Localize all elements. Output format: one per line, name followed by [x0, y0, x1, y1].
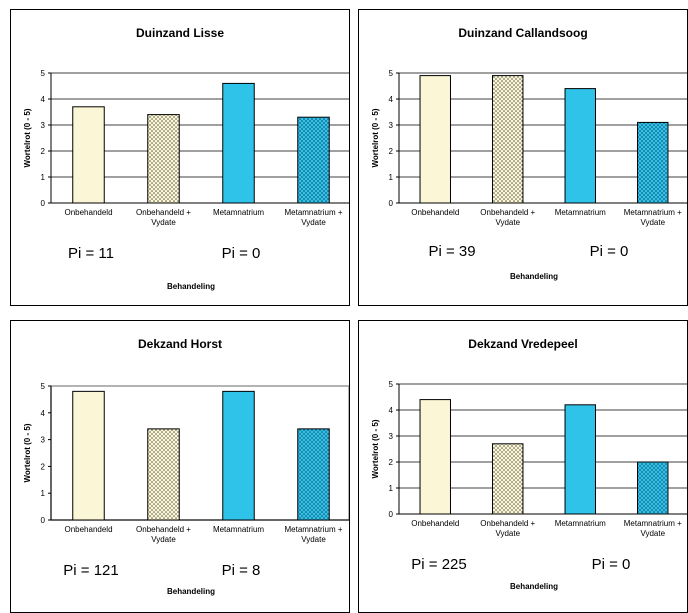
- chart-svg: Duinzand Callandsoog 0 1 2 3 4 5 Wortelrot (0 -…: [371, 26, 687, 281]
- bar-metamnatrium-vydate: [637, 121, 669, 204]
- category-label: Onbehandeld + Vydate: [136, 525, 191, 544]
- pi-annotation: Pi = 121: [63, 562, 118, 579]
- y-axis-label: Wortelrot (0 - 5): [371, 108, 380, 167]
- y-axis-label: Wortelrot (0 - 5): [371, 419, 380, 478]
- category-label: Onbehandeld: [411, 519, 459, 528]
- y-tick-label: 3: [389, 432, 394, 441]
- y-tick-label: 4: [389, 406, 394, 415]
- category-label: Metamnatrium: [555, 208, 606, 217]
- category-label: Onbehandeld + Vydate: [480, 519, 535, 538]
- bar-metamnatrium: [222, 82, 255, 204]
- category-label: Onbehandeld + Vydate: [136, 208, 191, 227]
- pi-annotation: Pi = 0: [592, 556, 631, 573]
- bar-metamnatrium: [222, 390, 255, 521]
- chart-panel-duinzand-callandsoog: Duinzand Callandsoog 0 1 2 3 4 5 Wortelrot (0 -…: [358, 9, 688, 306]
- bar-onbehandeld-vydate: [492, 443, 524, 515]
- y-tick-label: 1: [389, 484, 394, 493]
- bar-metamnatrium-vydate: [297, 428, 330, 521]
- y-axis-label: Wortelrot (0 - 5): [23, 108, 32, 167]
- pi-annotation: Pi = 0: [222, 245, 261, 262]
- chart-svg: Duinzand Lisse 0 1 2 3 4 5 Wortelrot (0 - 5) Onb…: [23, 26, 349, 291]
- y-tick-label: 4: [389, 95, 394, 104]
- category-label: Metamnatrium: [555, 519, 606, 528]
- y-tick-label: 5: [41, 69, 46, 78]
- pi-annotation: Pi = 39: [428, 243, 475, 260]
- pi-annotation: Pi = 8: [222, 562, 261, 579]
- x-axis-label: Behandeling: [167, 587, 215, 596]
- category-label: Onbehandeld: [64, 208, 112, 217]
- category-label: Metamnatrium: [213, 208, 264, 217]
- y-tick-label: 1: [41, 173, 46, 182]
- y-tick-label: 2: [389, 147, 394, 156]
- y-tick-label: 3: [41, 121, 46, 130]
- y-tick-label: 0: [389, 510, 394, 519]
- x-axis-label: Behandeling: [510, 272, 558, 281]
- y-tick-label: 2: [41, 147, 46, 156]
- chart-panel-duinzand-lisse: Duinzand Lisse 0 1 2 3 4 5 Wortelrot (0 - 5) Onb…: [10, 9, 350, 306]
- y-tick-label: 2: [41, 462, 46, 471]
- chart-svg: Dekzand Horst 0 1 2 3 4 5 Wortelrot (0 - 5) Onbe…: [23, 337, 349, 596]
- y-tick-label: 5: [41, 382, 46, 391]
- bar-metamnatrium: [564, 404, 596, 515]
- bar-onbehandeld: [419, 399, 451, 515]
- bar-onbehandeld: [419, 75, 451, 204]
- x-axis-label: Behandeling: [510, 582, 558, 591]
- y-tick-label: 4: [41, 95, 46, 104]
- category-label: Metamnatrium: [213, 525, 264, 534]
- bar-metamnatrium: [564, 88, 596, 204]
- chart-title: Duinzand Lisse: [136, 26, 224, 40]
- chart-title: Duinzand Callandsoog: [458, 26, 587, 40]
- chart-title: Dekzand Vredepeel: [468, 337, 577, 351]
- y-tick-label: 0: [41, 199, 46, 208]
- y-tick-label: 1: [41, 489, 46, 498]
- y-tick-label: 2: [389, 458, 394, 467]
- pi-annotation: Pi = 0: [590, 243, 629, 260]
- category-label: Metamnatrium + Vydate: [284, 208, 342, 227]
- bar-onbehandeld-vydate: [492, 75, 524, 204]
- chart-panel-dekzand-horst: Dekzand Horst 0 1 2 3 4 5 Wortelrot (0 - 5) Onbe…: [10, 320, 350, 613]
- bar-onbehandeld-vydate: [147, 428, 180, 521]
- bar-metamnatrium-vydate: [297, 116, 330, 204]
- chart-title: Dekzand Horst: [138, 337, 222, 351]
- chart-svg: Dekzand Vredepeel 0 1 2 3 4 5 Wortelrot (0 - 5)…: [371, 337, 687, 591]
- pi-annotation: Pi = 225: [411, 556, 466, 573]
- y-axis-label: Wortelrot (0 - 5): [23, 423, 32, 482]
- category-label: Onbehandeld: [411, 208, 459, 217]
- y-tick-label: 5: [389, 380, 394, 389]
- y-tick-label: 3: [389, 121, 394, 130]
- category-label: Onbehandeld + Vydate: [480, 208, 535, 227]
- bar-onbehandeld-vydate: [147, 114, 180, 204]
- bar-metamnatrium-vydate: [637, 461, 669, 515]
- category-label: Metamnatrium + Vydate: [284, 525, 342, 544]
- y-tick-label: 5: [389, 69, 394, 78]
- y-tick-label: 3: [41, 436, 46, 445]
- category-label: Metamnatrium + Vydate: [624, 519, 682, 538]
- pi-annotation: Pi = 11: [68, 245, 114, 262]
- x-axis-label: Behandeling: [167, 282, 215, 291]
- category-label: Metamnatrium + Vydate: [624, 208, 682, 227]
- category-label: Onbehandeld: [64, 525, 112, 534]
- bar-onbehandeld: [72, 106, 105, 204]
- chart-panel-dekzand-vredepeel: Dekzand Vredepeel 0 1 2 3 4 5 Wortelrot (0 - 5)…: [358, 320, 688, 613]
- bar-onbehandeld: [72, 390, 105, 521]
- y-tick-label: 0: [41, 516, 46, 525]
- y-tick-label: 0: [389, 199, 394, 208]
- y-tick-label: 4: [41, 409, 46, 418]
- y-tick-label: 1: [389, 173, 394, 182]
